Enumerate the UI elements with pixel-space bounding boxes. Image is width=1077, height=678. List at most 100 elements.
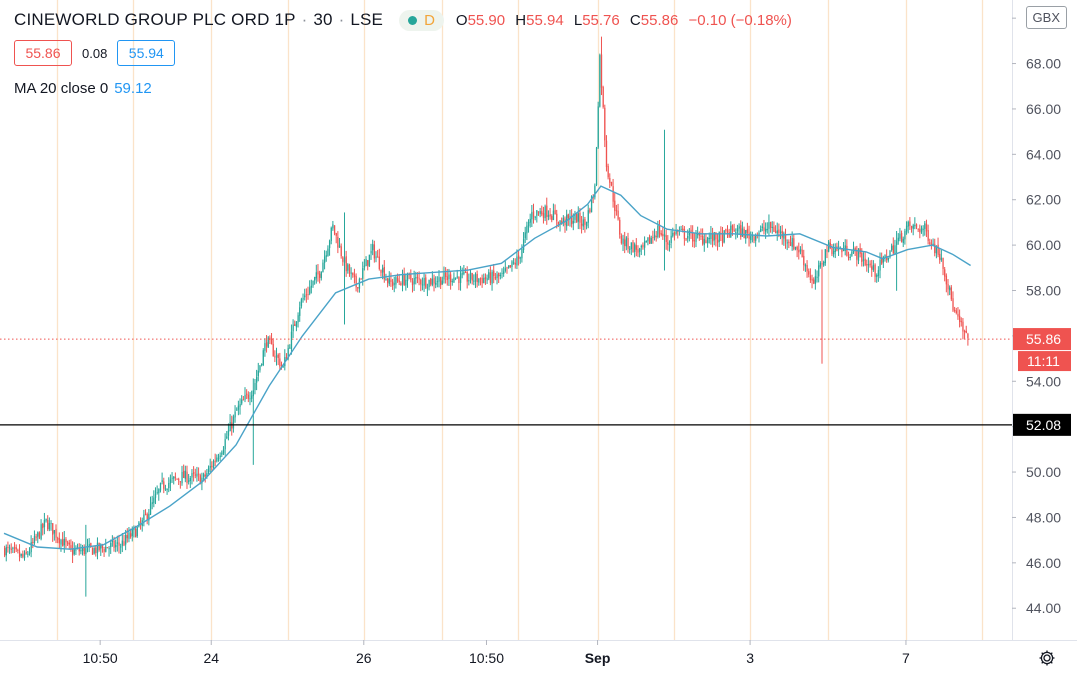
buy-price-button[interactable]: 55.94 xyxy=(117,40,176,66)
candle-body xyxy=(702,235,704,244)
candle-body xyxy=(877,270,880,276)
candle-body xyxy=(668,244,671,246)
candle-body xyxy=(851,251,853,256)
candle-body xyxy=(746,228,749,233)
countdown-label: 11:11 xyxy=(1027,353,1060,369)
candle-body xyxy=(622,238,624,245)
candle-body xyxy=(360,278,362,280)
candle-body xyxy=(181,471,183,484)
candle-body xyxy=(184,470,187,479)
candle-body xyxy=(453,277,455,283)
candle-body xyxy=(464,272,467,274)
candle-body xyxy=(690,229,692,232)
candle-body xyxy=(362,268,364,279)
candle-body xyxy=(940,257,943,261)
candle-body xyxy=(216,457,218,462)
candle-body xyxy=(871,266,873,270)
interval-label[interactable]: 30 xyxy=(313,10,333,29)
candle-body xyxy=(113,540,115,548)
candle-body xyxy=(823,261,825,266)
data-flag: D xyxy=(424,11,435,29)
candle-body xyxy=(572,220,574,224)
candle-body xyxy=(937,244,939,255)
candle-body xyxy=(658,224,661,235)
candle-body xyxy=(561,221,563,223)
candle-body xyxy=(542,213,545,218)
candle-body xyxy=(514,262,516,265)
candle-body xyxy=(794,246,797,249)
candle-body xyxy=(524,232,526,239)
candle-body xyxy=(748,232,750,239)
sell-price-button[interactable]: 55.86 xyxy=(14,40,72,66)
market-status-badge[interactable]: D xyxy=(399,9,444,31)
candle-body xyxy=(576,213,578,223)
candle-body xyxy=(547,214,550,218)
candle-body xyxy=(401,274,404,285)
header-separator: · xyxy=(338,10,345,29)
symbol-title[interactable]: CINEWORLD GROUP PLC ORD 1P xyxy=(14,10,296,29)
candle-body xyxy=(468,279,470,282)
candle-body xyxy=(236,409,238,411)
candle-body xyxy=(957,313,959,317)
candle-body xyxy=(949,287,951,291)
candle-body xyxy=(773,226,775,232)
candle-body xyxy=(209,466,211,468)
candle-body xyxy=(504,268,507,271)
candle-body xyxy=(945,275,948,285)
candle-body xyxy=(896,241,898,245)
candle-body xyxy=(874,264,876,277)
candle-body xyxy=(582,219,584,227)
candle-body xyxy=(589,209,591,213)
candle-body xyxy=(887,257,890,261)
candle-body xyxy=(191,473,193,478)
candle-body xyxy=(347,264,349,271)
candle-body xyxy=(803,255,805,266)
candle-body xyxy=(17,549,19,552)
candle-body xyxy=(188,480,190,482)
candle-body xyxy=(47,520,49,530)
candle-body xyxy=(287,348,289,359)
candle-body xyxy=(365,259,367,267)
candle-body xyxy=(300,299,303,307)
candle-body xyxy=(395,277,397,285)
candle-body xyxy=(519,257,521,259)
candle-body xyxy=(763,227,765,231)
candle-body xyxy=(640,245,642,248)
candle-body xyxy=(861,252,863,262)
candle-body xyxy=(130,533,132,537)
candle-body xyxy=(962,321,964,332)
candle-body xyxy=(597,106,599,148)
candle-body xyxy=(765,228,767,232)
candle-body xyxy=(532,211,535,217)
candle-body xyxy=(256,377,258,383)
candle-body xyxy=(806,265,808,272)
candle-body xyxy=(214,460,216,462)
candle-body xyxy=(123,541,125,546)
last-price-label-box xyxy=(1013,328,1071,351)
candle-body xyxy=(67,542,69,544)
candle-body xyxy=(730,225,732,238)
candle-body xyxy=(314,277,316,281)
candle-body xyxy=(212,460,215,468)
candle-body xyxy=(808,271,810,275)
ma-legend[interactable]: MA 20 close 0 59.12 xyxy=(14,80,152,97)
candle-body xyxy=(697,233,699,235)
candle-body xyxy=(466,272,468,282)
currency-button[interactable]: GBX xyxy=(1025,6,1067,29)
candle-body xyxy=(406,273,409,282)
candle-body xyxy=(834,247,836,252)
candle-body xyxy=(370,250,372,254)
candle-body xyxy=(297,315,299,323)
candle-body xyxy=(667,242,669,245)
candle-body xyxy=(761,226,764,229)
candle-body xyxy=(833,250,835,255)
candle-body xyxy=(75,549,77,551)
candle-body xyxy=(637,249,639,253)
candle-body xyxy=(872,264,875,270)
candle-body xyxy=(290,331,293,349)
gear-icon[interactable] xyxy=(1037,648,1057,668)
candle-body xyxy=(605,140,608,168)
candle-body xyxy=(740,225,742,237)
candle-body xyxy=(670,235,672,244)
